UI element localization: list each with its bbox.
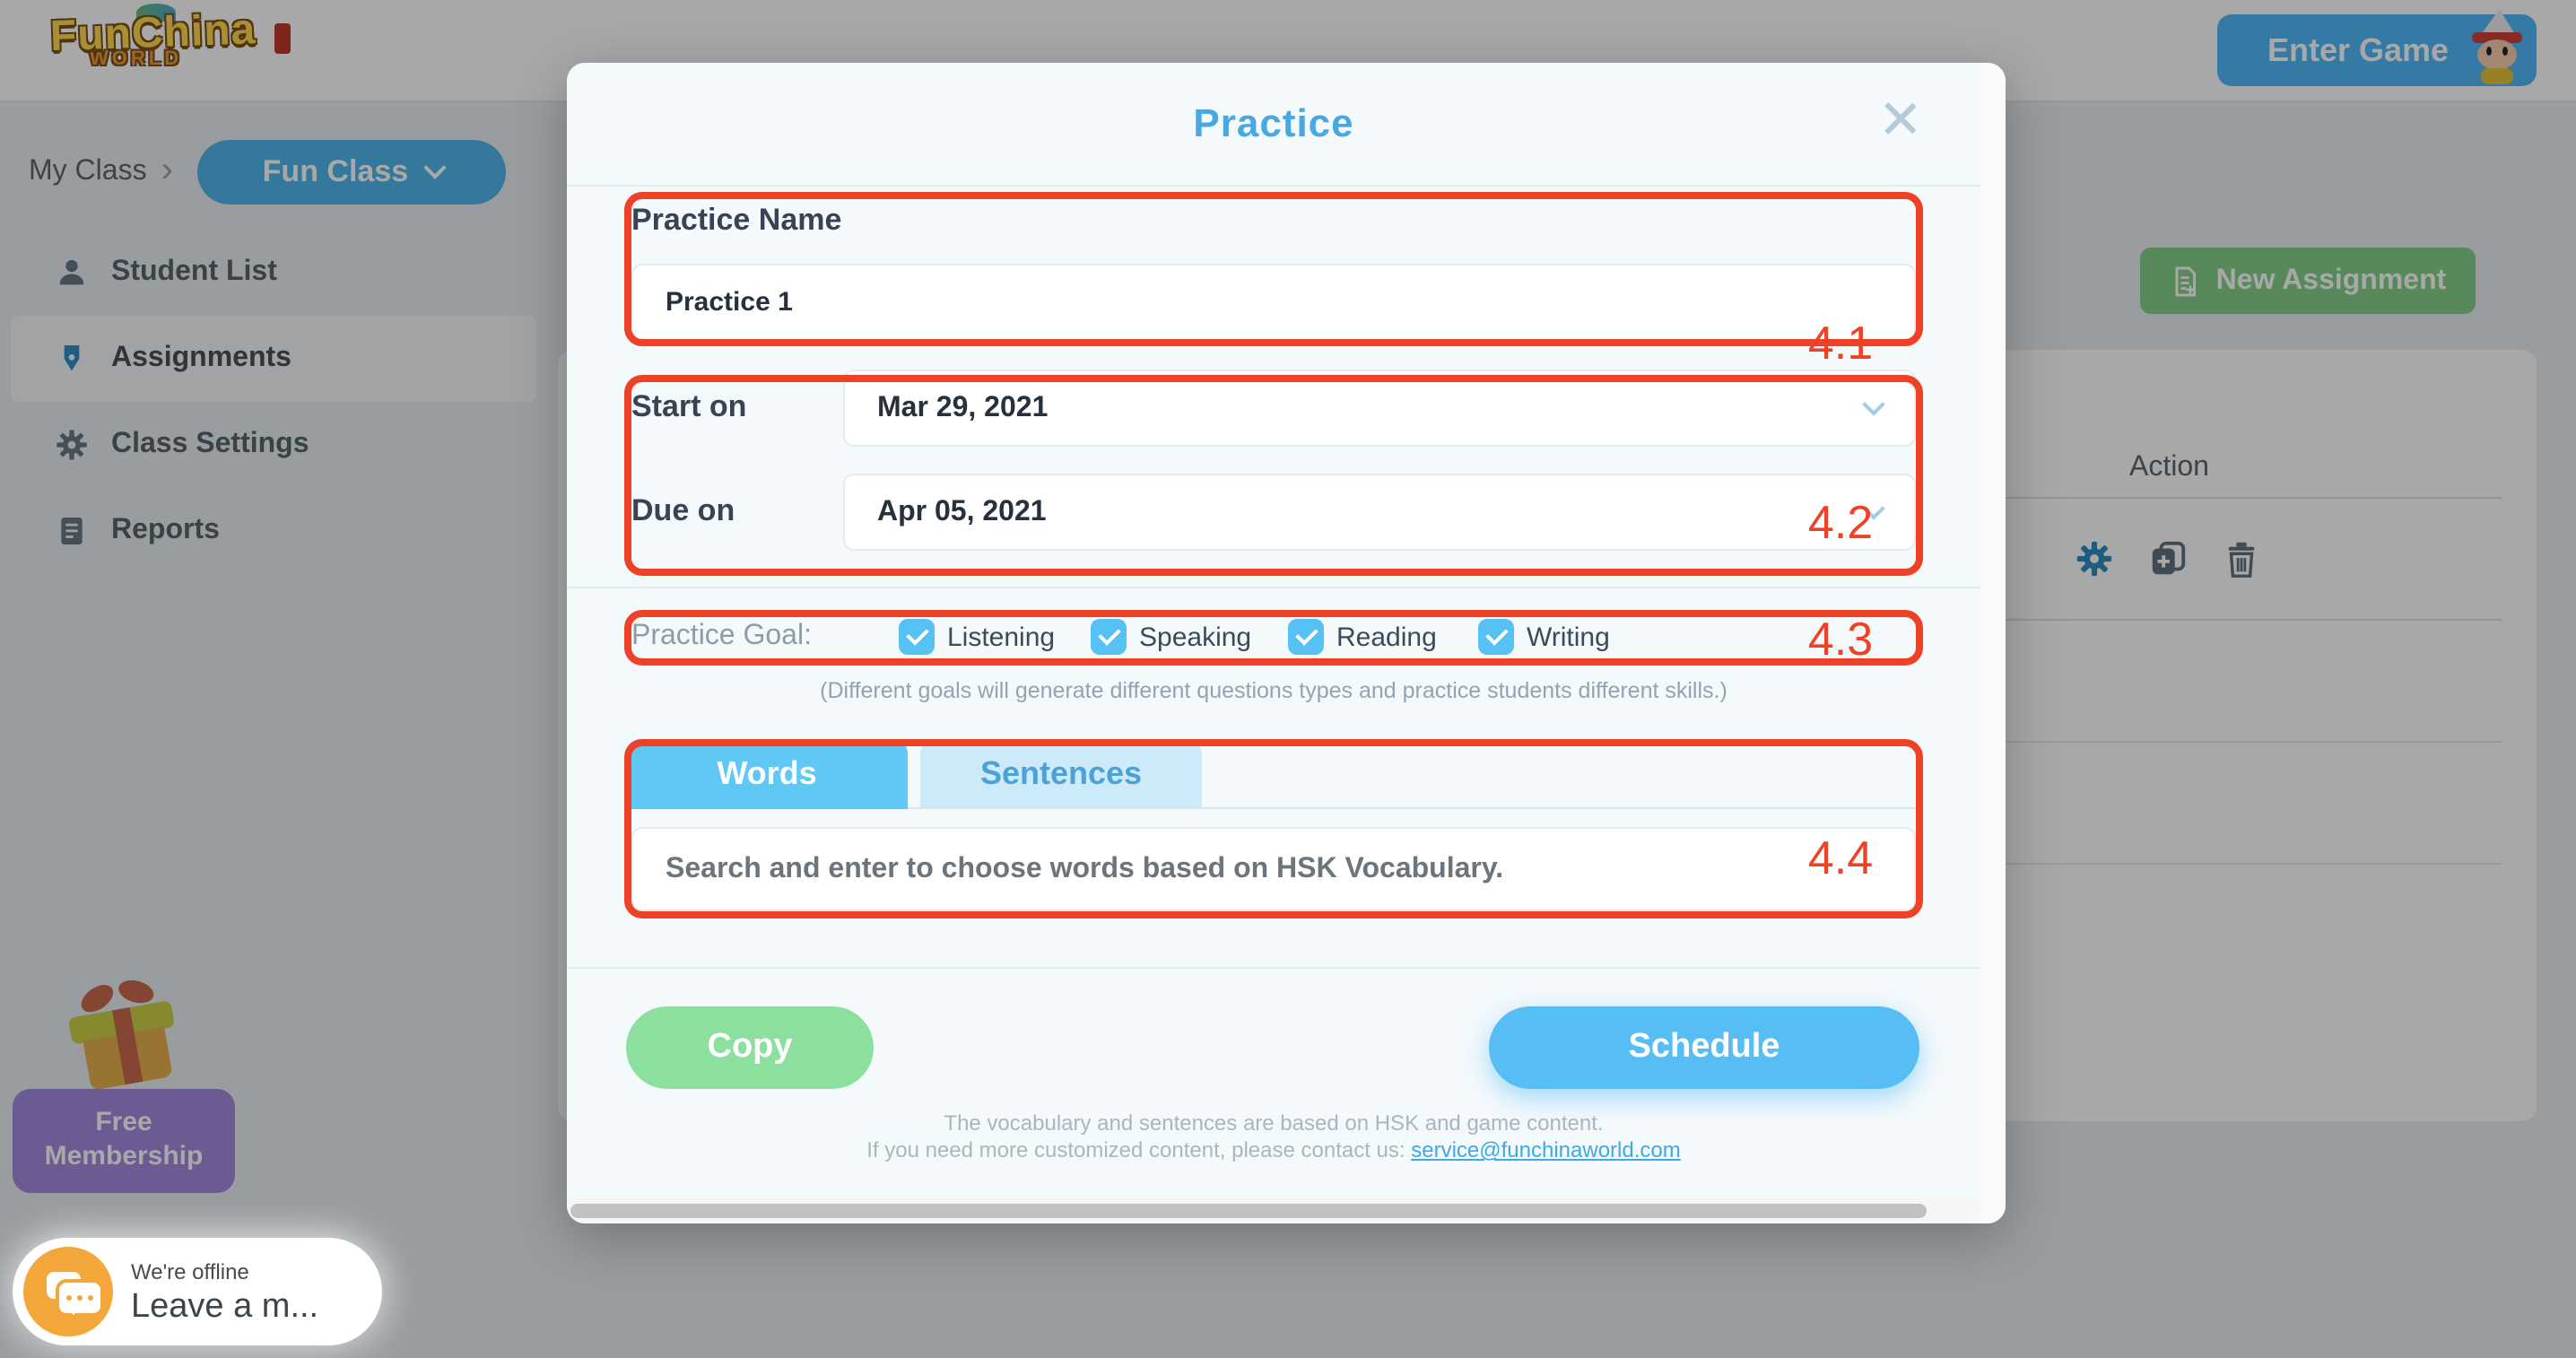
checkbox-checked-icon (1091, 619, 1127, 655)
schedule-button[interactable]: Schedule (1489, 1006, 1919, 1089)
start-on-label: Start on (631, 389, 747, 423)
class-selector-dropdown[interactable]: Fun Class (197, 140, 507, 205)
goal-checkbox-writing[interactable]: Writing (1478, 619, 1610, 655)
tab-words-label: Words (717, 755, 817, 791)
logo-subtext: WORLD (90, 48, 183, 70)
goal-label: Listening (947, 622, 1056, 652)
tab-words[interactable]: Words (626, 739, 908, 809)
membership-label-line1: Free (95, 1107, 152, 1137)
practice-modal: Practice Practice Name Start on Mar 29, … (567, 63, 2006, 1223)
due-on-label: Due on (631, 493, 735, 527)
new-assignment-button[interactable]: New Assignment (2140, 248, 2476, 314)
new-assignment-label: New Assignment (2215, 265, 2447, 295)
goal-label: Speaking (1139, 622, 1252, 652)
dragon-swirl-icon (136, 4, 176, 22)
live-chat-widget[interactable]: We're offline Leave a m... (13, 1238, 382, 1345)
tab-sentences-label: Sentences (979, 755, 1143, 791)
seal-icon (274, 23, 291, 54)
sidebar-item-class-settings[interactable]: Class Settings (0, 402, 547, 488)
goal-label: Reading (1336, 622, 1437, 652)
tab-sentences[interactable]: Sentences (920, 739, 1202, 809)
goal-label: Writing (1527, 622, 1610, 652)
funchina-logo[interactable]: FunChina WORLD (49, 4, 291, 95)
membership-label-line2: Membership (44, 1141, 204, 1171)
sidebar-item-label: Student List (111, 257, 277, 287)
duplicate-icon[interactable] (2147, 538, 2189, 579)
table-action-header: Action (2129, 452, 2209, 483)
footer-note-prefix: If you need more customized content, ple… (866, 1137, 1412, 1162)
goal-checkbox-speaking[interactable]: Speaking (1091, 619, 1251, 655)
sidebar-item-assignments[interactable]: Assignments (11, 316, 536, 402)
word-search-input[interactable] (631, 827, 1916, 911)
start-date-select[interactable]: Mar 29, 2021 (843, 370, 1916, 447)
due-date-select[interactable]: Apr 05, 2021 (843, 474, 1916, 551)
checkbox-checked-icon (899, 619, 935, 655)
class-name-label: Fun Class (262, 154, 409, 188)
goal-checkbox-listening[interactable]: Listening (899, 619, 1055, 655)
sidebar-item-student-list[interactable]: Student List (0, 230, 547, 316)
sidebar-item-reports[interactable]: Reports (0, 488, 547, 574)
horizontal-scrollbar-track (567, 1198, 1980, 1223)
modal-title: Practice (1193, 100, 1354, 145)
practice-name-label: Practice Name (631, 203, 842, 237)
goal-note: (Different goals will generate different… (820, 678, 1727, 703)
section-divider (567, 587, 1980, 588)
practice-modal-body: Practice Practice Name Start on Mar 29, … (567, 63, 1980, 1223)
goal-checkbox-reading[interactable]: Reading (1288, 619, 1437, 655)
monkey-avatar (2467, 9, 2528, 84)
footer-note-line2: If you need more customized content, ple… (567, 1137, 1980, 1162)
sidebar-item-label: Reports (111, 515, 220, 545)
sidebar-item-label: Class Settings (111, 429, 309, 459)
chevron-down-icon (1862, 497, 1885, 520)
person-icon (59, 259, 84, 285)
pen-icon (64, 345, 80, 371)
chevron-down-icon (1862, 393, 1885, 416)
chat-bubbles-icon (23, 1247, 113, 1336)
copy-button-label: Copy (707, 1028, 793, 1066)
tab-underline (624, 807, 1916, 809)
breadcrumb-my-class[interactable]: My Class (29, 156, 147, 187)
breadcrumb: My Class › Fun Class (29, 140, 507, 205)
table-row-actions (2074, 538, 2262, 579)
free-membership-button[interactable]: Free Membership (13, 1089, 235, 1193)
enter-game-label: Enter Game (2267, 31, 2450, 67)
gear-icon (57, 430, 87, 460)
footer-note-line1: The vocabulary and sentences are based o… (944, 1110, 1604, 1136)
trash-icon[interactable] (2221, 538, 2262, 579)
start-date-value: Mar 29, 2021 (877, 392, 1049, 422)
practice-goal-label: Practice Goal: (631, 621, 812, 651)
vertical-scrollbar[interactable] (1980, 63, 2006, 1223)
contact-email-link[interactable]: service@funchinaworld.com (1411, 1137, 1681, 1162)
checkbox-checked-icon (1478, 619, 1514, 655)
practice-name-input[interactable] (631, 264, 1916, 341)
chat-action-text: Leave a m... (131, 1288, 319, 1326)
chevron-right-icon: › (161, 150, 173, 189)
sidebar-item-label: Assignments (111, 343, 292, 373)
gear-icon[interactable] (2074, 538, 2115, 579)
horizontal-scrollbar-thumb[interactable] (570, 1204, 1927, 1218)
checkbox-checked-icon (1288, 619, 1324, 655)
enter-game-button[interactable]: Enter Game (2217, 9, 2537, 86)
annotation-box-4.3 (624, 610, 1923, 666)
schedule-button-label: Schedule (1628, 1028, 1780, 1066)
report-icon (61, 518, 83, 544)
close-icon[interactable] (1876, 95, 1923, 142)
annotation-label: 4.3 (1807, 612, 1874, 666)
modal-header: Practice (567, 63, 1980, 187)
section-divider (567, 967, 1980, 969)
due-date-value: Apr 05, 2021 (877, 496, 1047, 527)
document-plus-icon (2176, 266, 2197, 296)
copy-button[interactable]: Copy (626, 1006, 874, 1089)
sidebar: Student List Assignments Class Settings … (0, 230, 547, 574)
chat-status-text: We're offline (131, 1259, 249, 1284)
